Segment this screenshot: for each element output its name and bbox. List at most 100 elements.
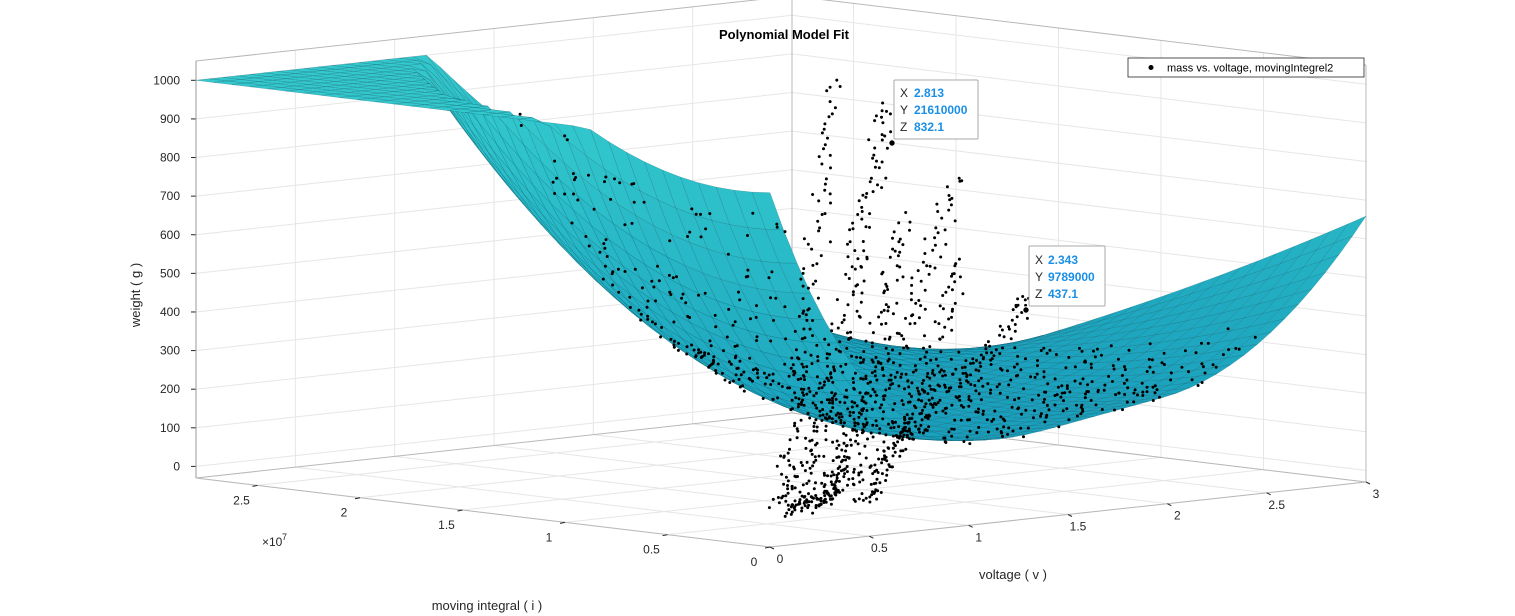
scatter-point-544 xyxy=(592,207,596,211)
scatter-point-1338 xyxy=(780,496,784,500)
scatter-point-1006 xyxy=(835,446,839,450)
scatter-point-1433 xyxy=(830,112,834,116)
scatter-point-1153 xyxy=(855,404,859,408)
x-tick-label-5: 2.5 xyxy=(1268,498,1285,512)
scatter-point-63 xyxy=(1039,412,1043,416)
scatter-point-1183 xyxy=(871,331,875,335)
datatip-2-y-key: Y xyxy=(1035,270,1043,284)
scatter-point-731 xyxy=(839,364,843,368)
datatip-1-marker[interactable] xyxy=(888,139,896,147)
scatter-point-1087 xyxy=(940,216,944,220)
scatter-point-937 xyxy=(979,353,983,357)
scatter-point-488 xyxy=(707,352,710,356)
scatter-point-871 xyxy=(873,463,877,467)
scatter-point-670 xyxy=(793,486,797,490)
scatter-point-1370 xyxy=(796,405,800,409)
scatter-point-1024 xyxy=(870,407,874,411)
scatter-point-1435 xyxy=(828,100,832,104)
scatter-point-292 xyxy=(684,301,688,305)
datatip-1-y-value: 21610000 xyxy=(914,103,968,117)
scatter-point-584 xyxy=(814,391,818,395)
scatter-point-689 xyxy=(813,455,817,459)
scatter-point-167 xyxy=(688,230,692,234)
y-tick-label-5: 2.5 xyxy=(233,493,250,507)
scatter-point-1113 xyxy=(825,490,829,493)
scatter-point-41 xyxy=(708,212,712,216)
scatter-point-500 xyxy=(645,305,649,309)
datatip-1[interactable]: X 2.813 Y 21610000 Z 832.1 xyxy=(888,79,979,147)
scatter-point-368 xyxy=(812,394,816,398)
scatter-point-714 xyxy=(815,406,819,410)
scatter-point-955 xyxy=(1007,325,1011,329)
x-tick-5 xyxy=(1266,492,1271,496)
scatter-point-1051 xyxy=(900,334,904,338)
scatter-point-254 xyxy=(1100,408,1104,411)
scatter-point-537 xyxy=(602,242,606,246)
datatip-2-marker[interactable] xyxy=(1022,306,1030,314)
scatter-point-794 xyxy=(871,190,875,194)
scatter-point-574 xyxy=(1125,400,1129,404)
scatter-point-721 xyxy=(817,386,821,390)
scatter-point-193 xyxy=(1046,382,1050,386)
scatter-point-165 xyxy=(1017,396,1021,400)
scatter-point-1345 xyxy=(786,479,790,483)
datatip-2[interactable]: X 2.343 Y 9789000 Z 437.1 xyxy=(1022,245,1106,314)
scatter-point-858 xyxy=(861,478,865,482)
scatter-point-528 xyxy=(1155,388,1159,392)
scatter-point-1402 xyxy=(811,263,815,267)
scatter-point-1181 xyxy=(883,337,887,341)
scatter-point-612 xyxy=(755,339,759,342)
scatter-point-291 xyxy=(784,337,788,341)
scatter-point-573 xyxy=(816,359,820,363)
scatter-point-511 xyxy=(871,423,875,427)
scatter-point-706 xyxy=(812,421,816,425)
scatter-point-1351 xyxy=(801,464,804,467)
scatter-point-930 xyxy=(963,365,967,369)
scatter-point-115 xyxy=(1039,349,1043,352)
scatter-point-79 xyxy=(1141,394,1145,397)
scatter-point-1237 xyxy=(884,479,888,482)
scatter-point-933 xyxy=(978,361,982,365)
scatter-point-453 xyxy=(841,424,845,428)
scatter-point-1080 xyxy=(933,243,937,247)
scatter-point-744 xyxy=(849,336,853,340)
scatter-point-1356 xyxy=(788,447,791,451)
scatter-point-921 xyxy=(966,380,970,384)
scatter-point-653 xyxy=(786,503,790,507)
scatter-point-247 xyxy=(1211,363,1215,367)
scatter-point-1320 xyxy=(947,285,951,289)
scatter-point-1210 xyxy=(893,249,897,253)
scatter-point-944 xyxy=(988,344,992,348)
x-tick-1 xyxy=(869,535,874,539)
scatter-point-281 xyxy=(884,433,888,437)
scatter-point-315 xyxy=(830,417,834,421)
scatter-point-514 xyxy=(1030,398,1034,402)
scatter-point-1038 xyxy=(895,371,899,374)
scatter-point-641 xyxy=(832,365,836,369)
scatter-point-681 xyxy=(794,475,798,479)
scatter-point-246 xyxy=(680,296,684,300)
scatter-point-347 xyxy=(755,304,758,308)
scatter-point-89 xyxy=(1006,432,1010,436)
scatter-point-632 xyxy=(986,382,990,386)
scatter-point-822 xyxy=(811,511,815,515)
scatter-point-188 xyxy=(1065,407,1069,411)
scatter-point-527 xyxy=(938,384,942,388)
scatter-point-963 xyxy=(1024,303,1028,307)
scatter-point-1367 xyxy=(806,412,810,416)
scatter-point-516 xyxy=(654,299,658,303)
scatter-point-893 xyxy=(921,431,925,435)
scatter-point-48 xyxy=(681,292,685,296)
scatter-point-578 xyxy=(950,427,954,431)
scatter-point-1298 xyxy=(922,346,925,350)
scatter-point-751 xyxy=(842,318,846,322)
legend[interactable]: mass vs. voltage, movingIntegrel2 xyxy=(1127,57,1365,78)
scatter-point-954 xyxy=(998,324,1002,328)
scatter-point-1241 xyxy=(875,477,879,481)
scatter-point-194 xyxy=(694,212,698,216)
backwall-xz-gridline-z-9 xyxy=(195,53,793,120)
scatter-point-1160 xyxy=(852,386,856,390)
scatter-point-972 xyxy=(802,501,806,505)
scatter-point-164 xyxy=(827,415,831,419)
